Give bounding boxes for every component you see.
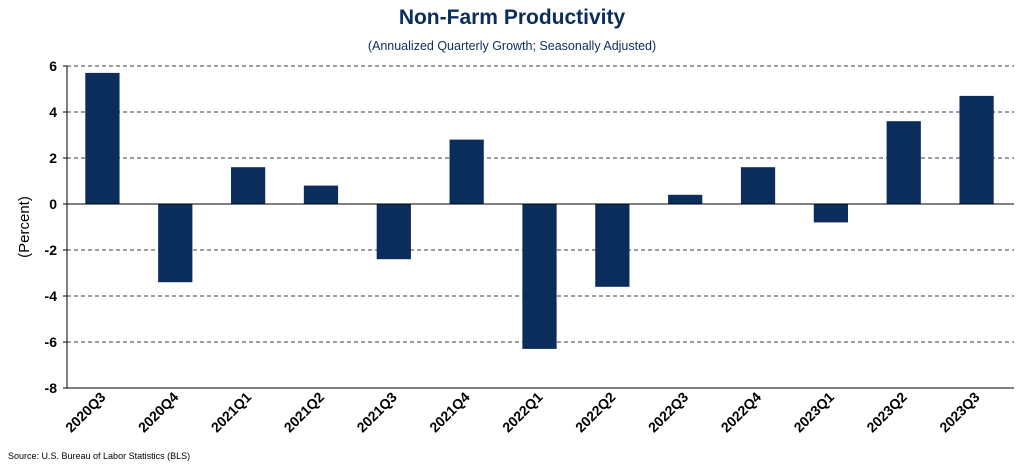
y-tick-label: -2: [45, 242, 58, 258]
y-tick-label: 0: [49, 196, 57, 212]
source-note: Source: U.S. Bureau of Labor Statistics …: [8, 451, 191, 461]
bar-2022Q1: [522, 204, 557, 349]
bar-2021Q3: [376, 204, 411, 260]
x-tick-label: 2023Q2: [863, 389, 910, 436]
bar-2021Q4: [449, 139, 484, 204]
bars: [85, 72, 994, 349]
chart-title: Non-Farm Productivity: [398, 6, 626, 29]
y-axis-ticks: 6 4 2 0 -2 -4 -6 -8: [45, 58, 67, 396]
x-tick-label: 2020Q3: [62, 389, 109, 436]
bar-2022Q2: [595, 204, 630, 287]
x-tick-label: 2022Q4: [718, 389, 765, 436]
bar-2021Q1: [230, 167, 266, 204]
x-axis-ticks: 2020Q3 2020Q4 2021Q1 2021Q2 2021Q3 2021Q4 2022…: [62, 389, 983, 436]
y-tick-label: 4: [49, 104, 57, 120]
gridlines: [67, 65, 1014, 389]
chart-subtitle: (Annualized Quarterly Growth; Seasonally…: [367, 39, 657, 53]
bar-2023Q1: [813, 204, 849, 223]
y-tick-label: -4: [45, 288, 58, 304]
y-axis-label: (Percent): [16, 196, 33, 258]
bar-2022Q3: [668, 194, 703, 204]
y-tick-label: -6: [45, 334, 58, 350]
x-tick-label: 2022Q3: [645, 389, 692, 436]
bar-2021Q2: [303, 185, 339, 204]
x-tick-label: 2021Q4: [426, 389, 473, 436]
x-tick-label: 2023Q3: [936, 389, 983, 436]
x-tick-label: 2021Q1: [208, 389, 255, 436]
x-tick-label: 2021Q2: [281, 389, 328, 436]
x-tick-label: 2022Q2: [572, 389, 619, 436]
x-tick-label: 2020Q4: [135, 389, 182, 436]
y-tick-label: 6: [49, 58, 57, 74]
bar-2020Q4: [158, 204, 193, 283]
bar-2020Q3: [85, 72, 120, 205]
x-tick-label: 2021Q3: [353, 389, 400, 436]
y-tick-label: 2: [49, 150, 57, 166]
x-tick-label: 2023Q1: [790, 389, 837, 436]
bar-2023Q2: [886, 121, 921, 204]
bar-2022Q4: [740, 167, 776, 204]
bar-2023Q3: [959, 95, 994, 204]
y-tick-label: -8: [45, 380, 58, 396]
x-tick-label: 2022Q1: [499, 389, 546, 436]
